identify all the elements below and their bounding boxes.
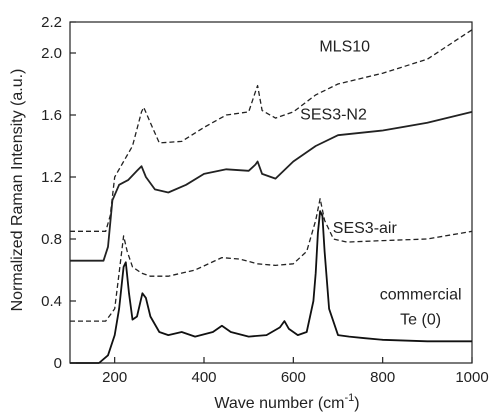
series-line-commercial-te-0 bbox=[70, 210, 472, 364]
y-axis-title: Normalized Raman Intensity (a.u.) bbox=[9, 69, 26, 312]
y-tick-label: 0 bbox=[54, 355, 62, 372]
x-axis-title: Wave number (cm-1) bbox=[214, 392, 359, 412]
series-annotation: commercial bbox=[380, 286, 462, 303]
x-tick-label: 200 bbox=[102, 369, 127, 386]
x-axis-title-sup: -1 bbox=[345, 392, 355, 404]
series-line-ses3-air bbox=[70, 198, 473, 322]
x-tick-label: 800 bbox=[370, 369, 395, 386]
y-tick-label: 2.0 bbox=[41, 45, 62, 62]
series-annotation: SES3-air bbox=[333, 220, 398, 237]
axes-layer: 200 400 600 800 1000 0 0.4 0.8 1.2 1.6 2.0 2.2 bbox=[41, 14, 489, 386]
x-axis-title-main: Wave number (cm bbox=[214, 395, 344, 412]
series-line-mls10 bbox=[70, 29, 473, 232]
series-annotation: SES3-N2 bbox=[300, 107, 367, 124]
annotations-layer: MLS10 SES3-N2 SES3-air commercial Te (0) bbox=[300, 38, 461, 328]
y-tick-label: 2.2 bbox=[41, 14, 62, 31]
series-annotation: MLS10 bbox=[319, 38, 370, 55]
plot-area bbox=[69, 21, 473, 364]
series-line-ses3-n2 bbox=[70, 111, 473, 262]
y-tick-label: 0.4 bbox=[41, 293, 62, 310]
x-tick-label: 600 bbox=[281, 369, 306, 386]
series-layer bbox=[70, 29, 473, 364]
y-tick-label: 0.8 bbox=[41, 231, 62, 248]
y-tick-label: 1.2 bbox=[41, 169, 62, 186]
y-tick-label: 1.6 bbox=[41, 107, 62, 124]
x-tick-label: 1000 bbox=[455, 369, 488, 386]
x-tick-label: 400 bbox=[191, 369, 216, 386]
series-annotation: Te (0) bbox=[400, 311, 441, 328]
x-axis-title-tail: ) bbox=[354, 395, 359, 412]
plot-frame bbox=[69, 21, 473, 364]
